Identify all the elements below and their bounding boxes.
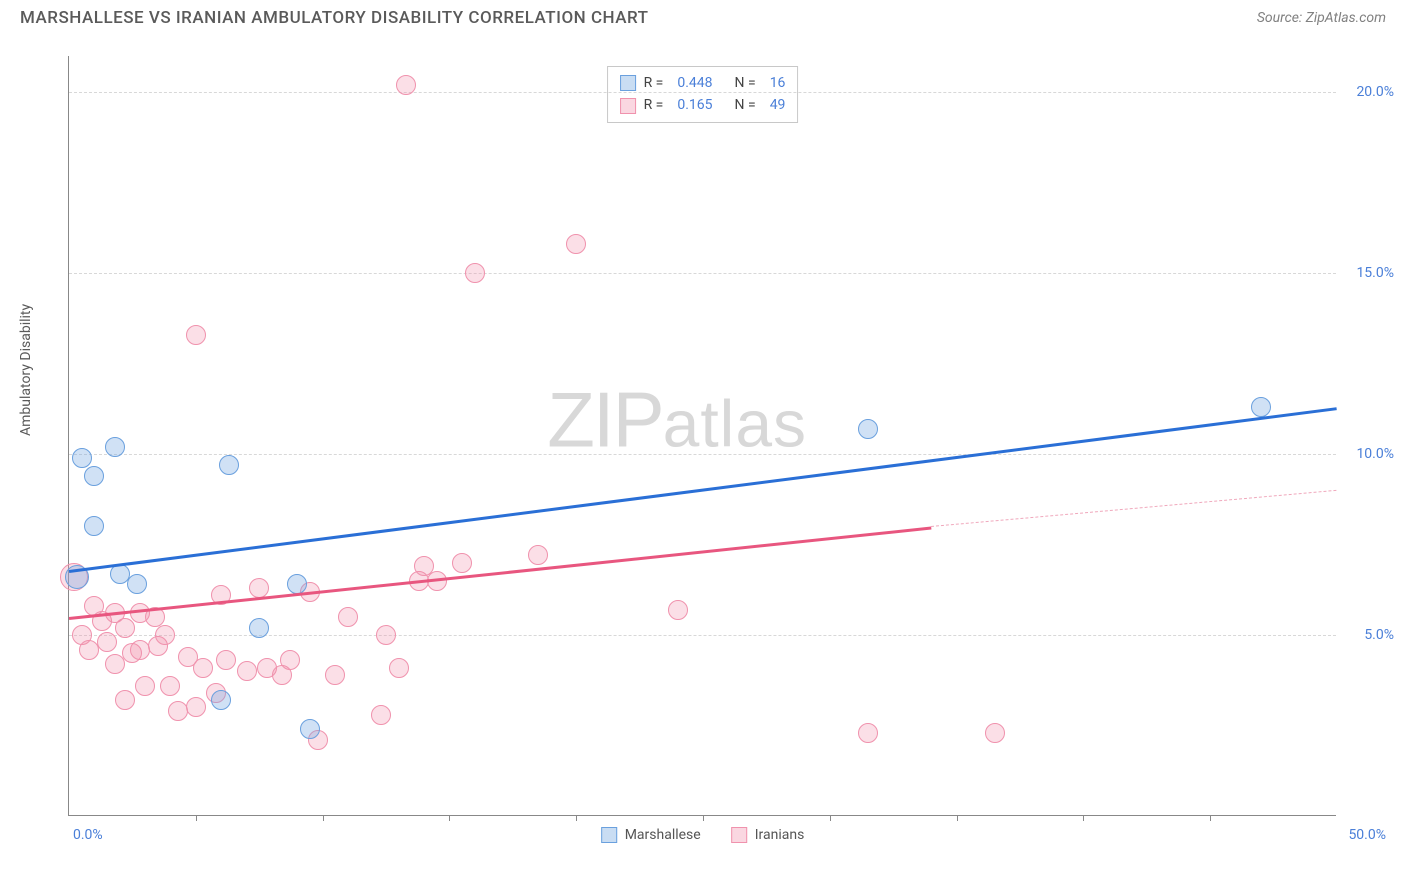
data-point-pink [396,75,416,95]
legend-n-value: 49 [770,94,786,116]
x-tick [449,815,450,821]
legend-n-label: N = [735,72,756,94]
data-point-pink [389,658,409,678]
data-point-pink [216,650,236,670]
data-point-pink [155,625,175,645]
data-point-pink [168,701,188,721]
y-tick-label: 10.0% [1356,446,1394,462]
data-point-pink [249,578,269,598]
x-tick [703,815,704,821]
chart-container: Ambulatory Disability ZIPatlas R =0.448N… [50,46,1386,826]
data-point-pink [105,654,125,674]
trendline-blue [69,407,1337,572]
y-axis-label: Ambulatory Disability [18,304,34,436]
y-tick-label: 15.0% [1356,265,1394,281]
data-point-pink [186,697,206,717]
legend-n-label: N = [735,94,756,116]
legend-row-blue: R = 0.448 N = 16 [620,72,786,94]
legend-series: Marshallese Iranians [601,827,805,843]
data-point-blue [72,448,92,468]
data-point-blue [249,618,269,638]
data-point-pink [566,234,586,254]
data-point-blue [1251,397,1271,417]
data-point-pink [528,545,548,565]
source-attribution: Source: ZipAtlas.com [1257,10,1386,26]
x-tick-label-min: 0.0% [73,827,103,843]
swatch-blue [601,827,617,843]
data-point-blue [127,574,147,594]
data-point-pink [668,600,688,620]
legend-r-label: R = [644,94,664,116]
legend-row-pink: R = 0.165 N = 49 [620,94,786,116]
data-point-blue [300,719,320,739]
data-point-pink [338,607,358,627]
data-point-pink [186,325,206,345]
data-point-pink [280,650,300,670]
swatch-pink [620,98,636,114]
x-tick [196,815,197,821]
y-tick-label: 20.0% [1356,84,1394,100]
trendline-pink-dashed [931,490,1337,527]
trendline-pink [69,526,931,619]
data-point-pink [985,723,1005,743]
legend-item-blue: Marshallese [601,827,701,843]
data-point-blue [211,690,231,710]
legend-label: Marshallese [625,827,701,843]
data-point-pink [325,665,345,685]
data-point-pink [135,676,155,696]
data-point-blue [84,466,104,486]
x-tick [1083,815,1084,821]
legend-label: Iranians [755,827,805,843]
swatch-blue [620,75,636,91]
gridline-h [69,92,1336,93]
data-point-pink [97,632,117,652]
x-tick [830,815,831,821]
data-point-pink [193,658,213,678]
legend-n-value: 16 [770,72,786,94]
data-point-pink [465,263,485,283]
gridline-h [69,273,1336,274]
legend-r-value: 0.165 [677,94,712,116]
legend-r-value: 0.448 [677,72,712,94]
legend-item-pink: Iranians [731,827,805,843]
data-point-pink [452,553,472,573]
x-tick [1210,815,1211,821]
legend-correlation: R = 0.448 N = 16 R = 0.165 N = 49 [607,66,799,123]
x-tick [323,815,324,821]
data-point-pink [237,661,257,681]
chart-title: MARSHALLESE VS IRANIAN AMBULATORY DISABI… [20,8,649,28]
data-point-blue [219,455,239,475]
data-point-blue [105,437,125,457]
y-tick-label: 5.0% [1364,627,1394,643]
data-point-pink [858,723,878,743]
data-point-pink [376,625,396,645]
x-tick [576,815,577,821]
data-point-pink [115,690,135,710]
watermark: ZIPatlas [547,375,807,466]
gridline-h [69,454,1336,455]
data-point-pink [115,618,135,638]
plot-area: ZIPatlas R =0.448N =16R =0.165N =49 Mars… [68,56,1336,816]
data-point-pink [160,676,180,696]
x-tick-label-max: 50.0% [1348,827,1386,843]
data-point-pink [130,640,150,660]
swatch-pink [731,827,747,843]
data-point-pink [371,705,391,725]
data-point-blue [858,419,878,439]
legend-r-label: R = [644,72,664,94]
x-tick [957,815,958,821]
data-point-blue [84,516,104,536]
